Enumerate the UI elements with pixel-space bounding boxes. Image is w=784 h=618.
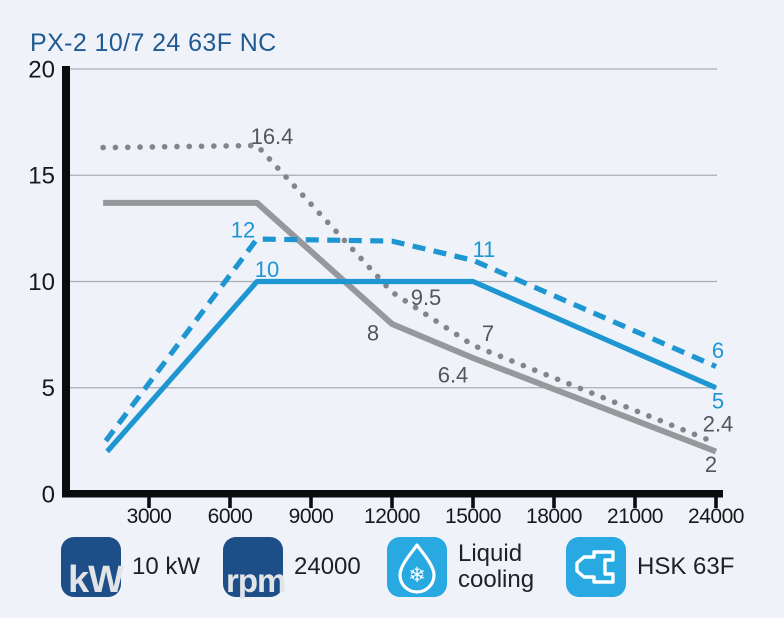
point-label: 16.4	[251, 124, 294, 149]
point-label: 11	[473, 237, 496, 262]
point-label: 8	[367, 321, 379, 346]
x-tick-label: 9000	[289, 505, 334, 528]
point-label: 6	[712, 338, 724, 363]
y-tick-label: 5	[42, 375, 55, 402]
x-tick	[471, 497, 475, 508]
point-label: 7	[482, 321, 494, 346]
x-tick-label: 6000	[208, 505, 253, 528]
gray-dotted-power	[100, 142, 719, 446]
y-tick-label: 0	[42, 481, 55, 508]
point-label: 6.4	[438, 363, 469, 388]
y-tick-label: 20	[28, 56, 55, 83]
y-tick-label: 10	[28, 269, 55, 296]
blue-solid-power	[105, 278, 718, 454]
gray-solid-power	[103, 199, 718, 455]
point-label: 2.4	[703, 412, 734, 437]
x-tick-label: 24000	[688, 505, 744, 528]
point-label: 9.5	[411, 285, 442, 310]
blue-dashed-power	[103, 236, 718, 443]
x-tick	[309, 497, 313, 508]
x-tick	[552, 497, 556, 508]
point-label: 2	[705, 452, 717, 477]
x-tick	[390, 497, 394, 508]
x-tick	[228, 497, 232, 508]
y-axis	[62, 66, 70, 497]
x-tick-label: 12000	[364, 505, 420, 528]
page-title: PX-2 10/7 24 63F NC	[30, 28, 277, 57]
point-label: 10	[255, 257, 279, 282]
y-tick-label: 15	[28, 163, 55, 190]
point-label: 12	[231, 218, 255, 243]
x-tick	[714, 497, 718, 508]
x-axis	[62, 490, 723, 498]
x-tick	[633, 497, 637, 508]
x-tick-label: 15000	[445, 505, 501, 528]
point-label: 5	[712, 388, 724, 413]
x-tick-label: 21000	[607, 505, 663, 528]
x-tick	[147, 497, 151, 508]
x-tick-label: 3000	[127, 505, 172, 528]
x-tick-label: 18000	[526, 505, 582, 528]
